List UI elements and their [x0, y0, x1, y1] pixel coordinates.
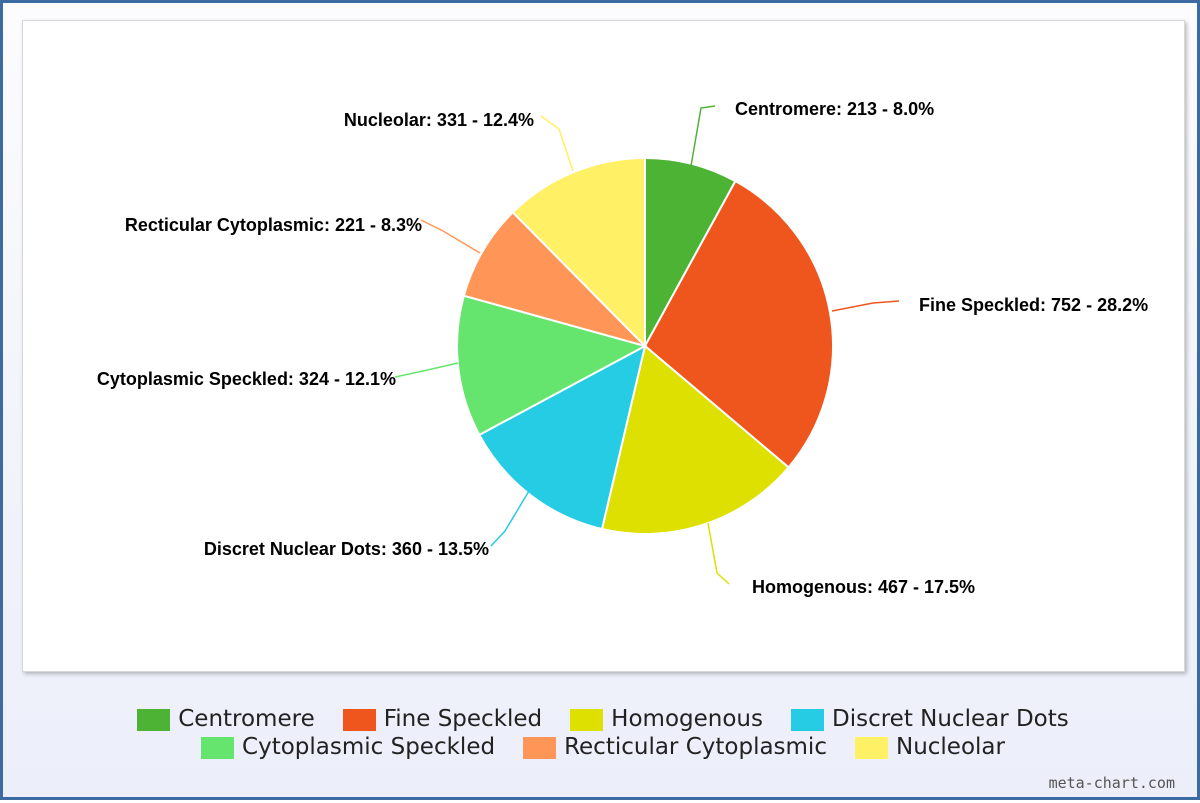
legend-swatch [570, 708, 604, 731]
legend-label: Homogenous [611, 706, 763, 732]
leader-line [540, 115, 574, 172]
legend-row: Centromere Fine Speckled Homogenous Disc… [123, 707, 1083, 732]
leader-line [394, 362, 459, 378]
slice-labels: Centromere: 213 - 8.0% Fine Speckled: 752… [97, 99, 1148, 597]
leader-line [420, 219, 481, 254]
slice-label: Nucleolar: 331 - 12.4% [344, 110, 534, 130]
legend-label: Discret Nuclear Dots [831, 706, 1069, 732]
pie-slice-homogenous[interactable] [600, 344, 790, 535]
slice-label: Discret Nuclear Dots: 360 - 13.5% [204, 539, 489, 559]
slice-label: Recticular Cytoplasmic: 221 - 8.3% [125, 215, 422, 235]
legend-item-recticular-cytoplasmic[interactable]: Recticular Cytoplasmic [523, 735, 827, 760]
slice-label: Fine Speckled: 752 - 28.2% [919, 295, 1148, 315]
legend-label: Recticular Cytoplasmic [564, 734, 827, 760]
leader-line [690, 105, 716, 167]
leader-line [707, 522, 730, 585]
legend-label: Fine Speckled [383, 706, 543, 732]
pie-slice-discret-nuclear-dots[interactable] [477, 344, 647, 531]
legend-label: Cytoplasmic Speckled [242, 734, 496, 760]
pie-slices [456, 156, 834, 535]
legend-item-centromere[interactable]: Centromere [137, 706, 315, 732]
pie-slice-cytoplasmic-speckled[interactable] [456, 294, 648, 437]
pie-chart: Centromere: 213 - 8.0% Fine Speckled: 752… [97, 99, 1148, 597]
slice-label: Centromere: 213 - 8.0% [735, 99, 934, 119]
label-leader-lines [394, 105, 900, 585]
pie-slice-fine-speckled[interactable] [643, 179, 834, 469]
legend-item-homogenous[interactable]: Homogenous [570, 707, 763, 732]
leader-line [831, 300, 900, 312]
legend-swatch [523, 736, 557, 759]
legend-item-discret-nuclear-dots[interactable]: Discret Nuclear Dots [790, 706, 1069, 732]
legend-row: Cytoplasmic Speckled Recticular Cytoplas… [187, 735, 1019, 760]
pie-slice-nucleolar[interactable] [511, 156, 646, 349]
slice-label: Cytoplasmic Speckled: 324 - 12.1% [97, 369, 396, 389]
legend: Centromere Fine Speckled Homogenous Disc… [3, 707, 1200, 760]
legend-swatch [790, 708, 824, 731]
legend-item-cytoplasmic-speckled[interactable]: Cytoplasmic Speckled [201, 735, 495, 760]
leader-line [490, 490, 530, 547]
slice-label: Homogenous: 467 - 17.5% [752, 577, 975, 597]
legend-swatch [137, 708, 171, 731]
pie-slice-recticular-cytoplasmic[interactable] [462, 210, 649, 348]
legend-item-nucleolar[interactable]: Nucleolar [854, 734, 1005, 760]
legend-label: Nucleolar [895, 734, 1005, 760]
legend-swatch [342, 708, 376, 731]
watermark: meta-chart.com [1048, 774, 1175, 792]
legend-swatch [854, 736, 888, 759]
legend-swatch [201, 736, 235, 759]
legend-item-fine-speckled[interactable]: Fine Speckled [342, 706, 543, 732]
legend-label: Centromere [178, 706, 315, 732]
